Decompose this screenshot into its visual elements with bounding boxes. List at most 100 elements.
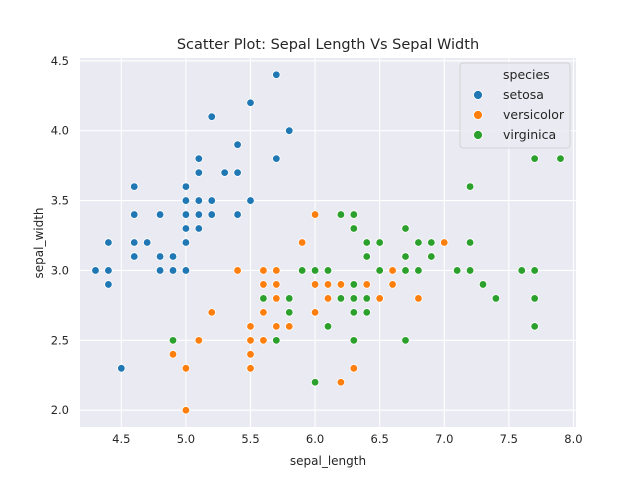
data-point-setosa: [168, 252, 178, 261]
data-point-virginica: [272, 336, 281, 345]
legend-label-setosa: setosa: [503, 87, 544, 102]
y-tick-label: 4.5: [51, 54, 69, 68]
data-point-virginica: [362, 252, 371, 261]
data-point-setosa: [181, 196, 191, 205]
data-point-virginica: [285, 294, 294, 303]
data-point-virginica: [530, 154, 539, 163]
data-point-setosa: [207, 196, 216, 205]
data-point-virginica: [349, 210, 359, 219]
y-tick-label: 3.5: [51, 194, 69, 208]
data-point-setosa: [246, 98, 255, 107]
data-point-virginica: [349, 308, 359, 317]
legend-marker-virginica: [473, 130, 483, 140]
data-point-setosa: [181, 224, 191, 233]
data-point-setosa: [168, 266, 178, 275]
data-point-setosa: [130, 210, 139, 219]
data-point-virginica: [349, 224, 359, 233]
data-point-setosa: [104, 266, 113, 275]
data-point-virginica: [427, 238, 436, 247]
data-point-virginica: [465, 182, 475, 191]
data-point-setosa: [130, 252, 139, 261]
data-point-virginica: [310, 378, 320, 387]
data-point-setosa: [246, 196, 255, 205]
data-point-versicolor: [362, 280, 371, 289]
data-point-versicolor: [272, 280, 281, 289]
data-point-setosa: [272, 154, 281, 163]
data-point-virginica: [336, 210, 346, 219]
data-point-virginica: [349, 294, 359, 303]
data-point-versicolor: [181, 364, 191, 373]
x-tick-label: 8.0: [564, 432, 582, 446]
data-point-versicolor: [297, 238, 307, 247]
y-tick-label: 4.0: [51, 124, 69, 138]
data-point-virginica: [323, 322, 333, 331]
data-point-virginica: [401, 336, 410, 345]
data-point-virginica: [323, 266, 333, 275]
data-point-versicolor: [272, 294, 281, 303]
y-tick-label: 2.0: [51, 403, 69, 417]
data-point-virginica: [285, 308, 294, 317]
data-point-setosa: [142, 238, 152, 247]
data-point-virginica: [491, 294, 501, 303]
data-point-virginica: [259, 294, 268, 303]
data-point-versicolor: [349, 364, 359, 373]
data-point-virginica: [375, 266, 384, 275]
data-point-setosa: [233, 140, 242, 149]
data-point-setosa: [104, 238, 113, 247]
data-point-setosa: [194, 168, 204, 177]
data-point-virginica: [310, 266, 320, 275]
legend-title: species: [503, 67, 550, 82]
data-point-setosa: [155, 252, 165, 261]
x-tick-labels: 4.5 5.0 5.5 6.0 6.5 7.0 7.5 8.0: [112, 432, 582, 446]
data-point-versicolor: [259, 336, 268, 345]
data-point-versicolor: [233, 266, 242, 275]
data-point-virginica: [401, 252, 410, 261]
data-point-setosa: [207, 210, 216, 219]
legend: species setosa versicolor virginica: [459, 62, 571, 149]
data-point-versicolor: [168, 350, 178, 359]
data-point-virginica: [349, 280, 359, 289]
data-point-versicolor: [246, 322, 255, 331]
data-point-versicolor: [323, 280, 333, 289]
data-point-virginica: [530, 294, 539, 303]
data-point-versicolor: [272, 322, 281, 331]
data-point-setosa: [155, 266, 165, 275]
data-point-virginica: [465, 266, 475, 275]
data-point-setosa: [130, 238, 139, 247]
data-point-setosa: [272, 70, 281, 79]
data-point-virginica: [375, 238, 384, 247]
x-tick-label: 7.5: [500, 432, 518, 446]
x-tick-label: 6.0: [306, 432, 324, 446]
y-tick-label: 3.0: [51, 263, 69, 277]
data-point-versicolor: [259, 266, 268, 275]
data-point-setosa: [233, 168, 242, 177]
data-point-versicolor: [414, 294, 423, 303]
data-point-virginica: [401, 224, 410, 233]
data-point-virginica: [362, 308, 371, 317]
x-tick-label: 4.5: [112, 432, 130, 446]
y-tick-label: 2.5: [51, 333, 69, 347]
data-point-setosa: [181, 182, 191, 191]
data-point-setosa: [155, 210, 165, 219]
data-point-virginica: [349, 336, 359, 345]
y-tick-labels: 2.0 2.5 3.0 3.5 4.0 4.5: [51, 54, 69, 417]
data-point-setosa: [194, 154, 204, 163]
data-point-versicolor: [310, 280, 320, 289]
data-point-virginica: [427, 252, 436, 261]
data-point-virginica: [168, 336, 178, 345]
data-point-versicolor: [194, 336, 204, 345]
data-point-versicolor: [336, 280, 346, 289]
data-point-setosa: [220, 168, 229, 177]
data-point-setosa: [194, 210, 204, 219]
data-point-setosa: [130, 182, 139, 191]
data-point-versicolor: [207, 308, 216, 317]
legend-label-virginica: virginica: [503, 127, 556, 142]
data-point-setosa: [181, 238, 191, 247]
legend-marker-setosa: [473, 90, 483, 100]
data-point-setosa: [194, 196, 204, 205]
data-points: [91, 70, 565, 415]
x-tick-label: 5.0: [177, 432, 195, 446]
x-tick-label: 7.0: [435, 432, 453, 446]
data-point-setosa: [104, 280, 113, 289]
